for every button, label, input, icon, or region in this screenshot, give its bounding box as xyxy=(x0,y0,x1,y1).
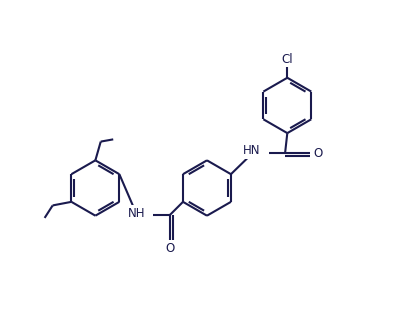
Text: O: O xyxy=(313,147,322,160)
Text: HN: HN xyxy=(243,144,260,157)
Text: Cl: Cl xyxy=(281,52,293,66)
Text: NH: NH xyxy=(128,206,145,219)
Text: O: O xyxy=(165,242,174,255)
